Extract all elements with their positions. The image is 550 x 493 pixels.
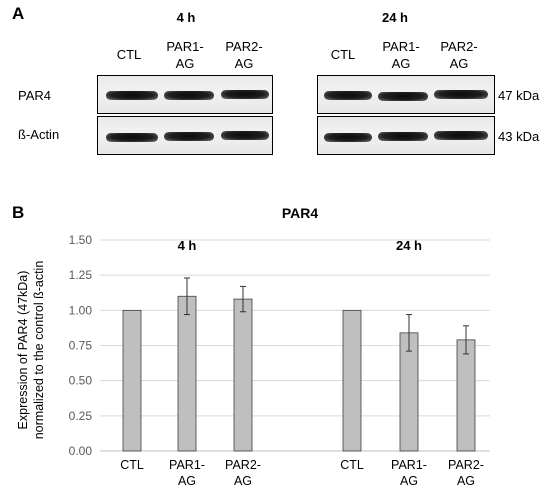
- blot-lane-label-line: AG: [234, 56, 254, 71]
- blot-lane-label: PAR2- AG: [432, 38, 486, 72]
- blot-band: [221, 131, 269, 140]
- y-tick-label: 0.75: [69, 339, 93, 353]
- bar: [456, 339, 476, 452]
- blot-lane-label-line: AG: [449, 56, 469, 71]
- panel-b-letter: B: [12, 203, 25, 222]
- blot-lane-label-line: AG: [391, 56, 411, 71]
- y-axis-label-line2: normalized to the control ß-actin: [32, 261, 46, 440]
- blot-band: [378, 92, 428, 101]
- blot-band: [221, 90, 269, 99]
- x-category-label: CTL: [340, 458, 364, 472]
- blot-band: [378, 132, 428, 141]
- blot-kda-actin: 43 kDa: [498, 129, 540, 144]
- blot-lane-label-line: PAR2-: [440, 39, 478, 54]
- bar-chart: PAR4 Expression of PAR4 (47kDa) normaliz…: [16, 205, 490, 488]
- blot-lane-label: CTL: [104, 46, 154, 63]
- blot-actin-4h: [97, 116, 273, 155]
- x-category-label: CTL: [120, 458, 144, 472]
- x-category-label: AG: [234, 474, 252, 488]
- blot-row-label-par4: PAR4: [18, 88, 51, 103]
- x-category-label: AG: [400, 474, 418, 488]
- blot-band: [324, 91, 372, 100]
- bar: [233, 298, 253, 452]
- blot-par4-4h: [97, 75, 273, 114]
- blot-band: [434, 131, 488, 140]
- blot-band: [164, 132, 214, 141]
- y-axis-label-line1: Expression of PAR4 (47kDa): [16, 271, 30, 430]
- x-category-label: PAR2-: [448, 458, 484, 472]
- y-tick-label: 1.25: [69, 268, 93, 282]
- x-category-label: PAR1-: [169, 458, 205, 472]
- blot-band: [324, 133, 372, 142]
- x-category-label: AG: [178, 474, 196, 488]
- blot-par4-24h: [317, 75, 495, 114]
- blot-lane-label: PAR2- AG: [217, 38, 271, 72]
- blot-lane-label: CTL: [318, 46, 368, 63]
- group-label: 4 h: [178, 238, 197, 253]
- y-tick-label: 1.50: [69, 233, 93, 247]
- bar: [342, 309, 362, 452]
- blot-band: [434, 90, 488, 99]
- y-axis-label: Expression of PAR4 (47kDa) normalized to…: [16, 261, 46, 440]
- chart-title: PAR4: [282, 205, 319, 221]
- blot-band: [106, 133, 158, 142]
- y-tick-label: 0.00: [69, 444, 93, 458]
- blot-band: [164, 91, 214, 100]
- blot-actin-24h: [317, 116, 495, 155]
- blot-row-label-actin: ß-Actin: [18, 127, 60, 142]
- bar: [122, 309, 142, 452]
- blot-kda-par4: 47 kDa: [498, 88, 540, 103]
- y-tick-label: 1.00: [69, 303, 93, 317]
- blot-band: [106, 91, 158, 100]
- blot-lane-label-line: PAR1-: [166, 39, 204, 54]
- group-label: 24 h: [396, 238, 422, 253]
- blot-lane-label-line: CTL: [330, 47, 356, 62]
- blot-lane-label-line: PAR2-: [225, 39, 263, 54]
- blot-group-time-4h: 4 h: [176, 10, 196, 25]
- panel-a-letter: A: [12, 4, 25, 23]
- x-category-label: AG: [457, 474, 475, 488]
- blot-lane-label-line: AG: [175, 56, 195, 71]
- blot-lane-label: PAR1- AG: [158, 38, 212, 72]
- blot-lane-label: PAR1- AG: [374, 38, 428, 72]
- y-tick-label: 0.50: [69, 374, 93, 388]
- blot-lane-label-line: PAR1-: [382, 39, 420, 54]
- y-tick-label: 0.25: [69, 409, 93, 423]
- blot-lane-label-line: CTL: [116, 47, 142, 62]
- blot-group-time-24h: 24 h: [381, 10, 408, 25]
- bar: [177, 295, 197, 452]
- x-category-label: PAR2-: [225, 458, 261, 472]
- x-category-label: PAR1-: [391, 458, 427, 472]
